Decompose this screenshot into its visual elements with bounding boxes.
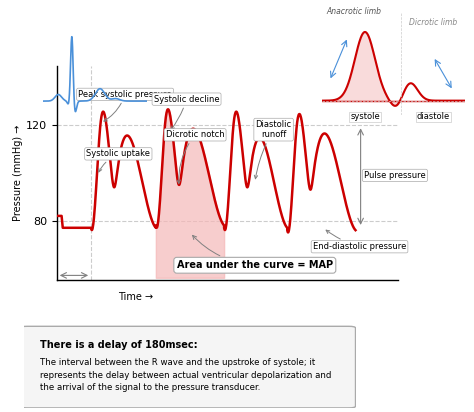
Text: systole: systole: [350, 112, 380, 122]
Text: Pulse pressure: Pulse pressure: [364, 171, 426, 180]
Text: Dicrotic limb: Dicrotic limb: [409, 18, 457, 27]
Text: Area under the curve = MAP: Area under the curve = MAP: [177, 235, 333, 270]
Text: Systolic uptake: Systolic uptake: [86, 150, 150, 172]
Y-axis label: Pressure (mmHg) →: Pressure (mmHg) →: [13, 125, 23, 221]
FancyBboxPatch shape: [20, 326, 356, 408]
Text: Systolic decline: Systolic decline: [154, 95, 219, 129]
Text: There is a delay of 180msec:: There is a delay of 180msec:: [40, 340, 198, 350]
Text: Anacrotic limb: Anacrotic limb: [326, 7, 381, 16]
Text: End-diastolic pressure: End-diastolic pressure: [313, 230, 406, 251]
Text: Peak systolic pressure: Peak systolic pressure: [78, 90, 172, 121]
Text: Dicrotic notch: Dicrotic notch: [166, 130, 224, 183]
Text: Time →: Time →: [118, 292, 154, 302]
Text: Diastolic
runoff: Diastolic runoff: [255, 120, 292, 179]
Text: diastole: diastole: [417, 112, 450, 122]
Text: The interval between the R wave and the upstroke of systole; it
represents the d: The interval between the R wave and the …: [40, 358, 332, 393]
